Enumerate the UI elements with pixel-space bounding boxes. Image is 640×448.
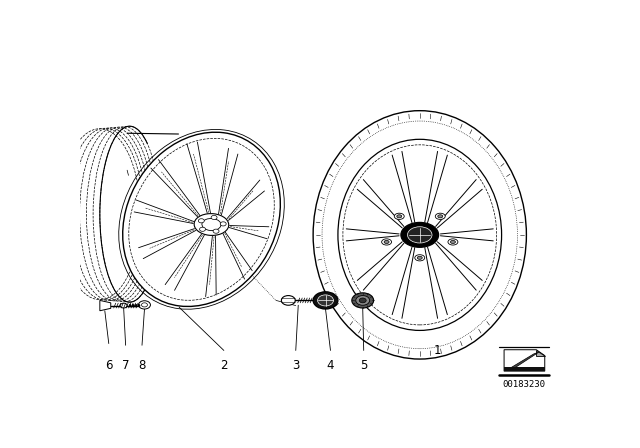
Ellipse shape — [448, 239, 458, 245]
Ellipse shape — [120, 303, 127, 308]
Ellipse shape — [313, 292, 338, 309]
Ellipse shape — [282, 296, 295, 305]
Text: 5: 5 — [360, 359, 367, 372]
Text: 1: 1 — [433, 344, 441, 357]
Polygon shape — [100, 301, 111, 311]
Ellipse shape — [194, 214, 228, 235]
Text: 8: 8 — [138, 359, 146, 372]
Text: 7: 7 — [122, 359, 129, 372]
Ellipse shape — [123, 132, 280, 306]
Ellipse shape — [338, 139, 502, 331]
Ellipse shape — [138, 301, 150, 309]
Ellipse shape — [394, 213, 404, 220]
Ellipse shape — [435, 213, 445, 220]
Polygon shape — [508, 352, 539, 370]
Ellipse shape — [141, 303, 147, 307]
Ellipse shape — [415, 255, 425, 261]
Ellipse shape — [202, 219, 221, 231]
Ellipse shape — [213, 229, 219, 233]
Ellipse shape — [138, 304, 140, 307]
Polygon shape — [504, 367, 545, 371]
Text: 2: 2 — [220, 359, 228, 372]
Ellipse shape — [317, 295, 333, 306]
Ellipse shape — [359, 298, 366, 303]
Ellipse shape — [132, 304, 134, 307]
Ellipse shape — [313, 111, 527, 359]
Ellipse shape — [438, 215, 443, 218]
Ellipse shape — [135, 304, 137, 307]
Ellipse shape — [200, 227, 205, 231]
Ellipse shape — [352, 293, 374, 308]
Text: 00183230: 00183230 — [502, 380, 545, 389]
Ellipse shape — [211, 215, 217, 220]
Ellipse shape — [356, 296, 370, 305]
Ellipse shape — [220, 222, 226, 226]
Ellipse shape — [198, 219, 204, 223]
Ellipse shape — [384, 241, 389, 244]
Polygon shape — [504, 350, 545, 371]
Ellipse shape — [397, 215, 402, 218]
Text: 3: 3 — [292, 359, 300, 372]
Ellipse shape — [408, 227, 432, 243]
Ellipse shape — [381, 239, 392, 245]
Ellipse shape — [401, 222, 438, 247]
Polygon shape — [536, 350, 545, 356]
Ellipse shape — [129, 304, 131, 307]
Text: 4: 4 — [327, 359, 334, 372]
Ellipse shape — [417, 256, 422, 259]
Ellipse shape — [451, 241, 456, 244]
Text: 6: 6 — [105, 359, 113, 372]
